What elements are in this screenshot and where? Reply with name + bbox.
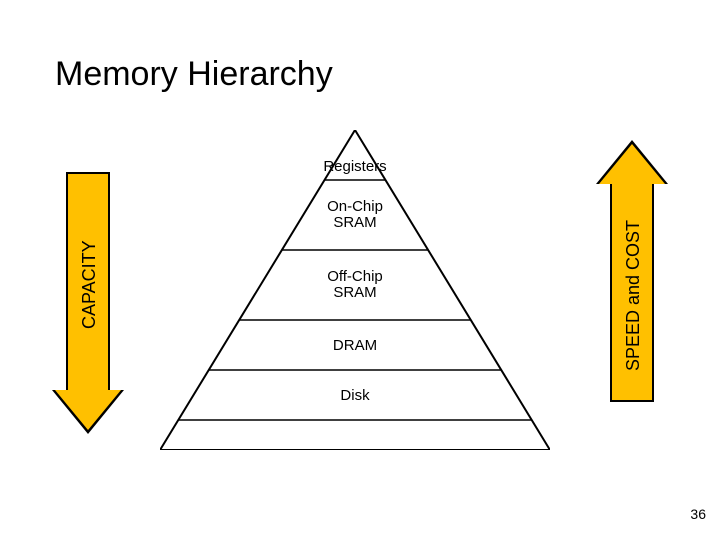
speed-arrow-label: SPEED and COST: [623, 205, 644, 385]
page-title: Memory Hierarchy: [55, 55, 333, 94]
capacity-arrow-head: [52, 390, 124, 434]
speed-arrow-head: [596, 140, 668, 184]
capacity-arrow-label: CAPACITY: [79, 225, 100, 345]
memory-hierarchy-diagram: CAPACITY SPEED and COST Registers On-Chi…: [40, 130, 670, 460]
page-number: 36: [690, 506, 706, 522]
pyramid: Registers On-ChipSRAM Off-ChipSRAM DRAM …: [160, 130, 550, 450]
